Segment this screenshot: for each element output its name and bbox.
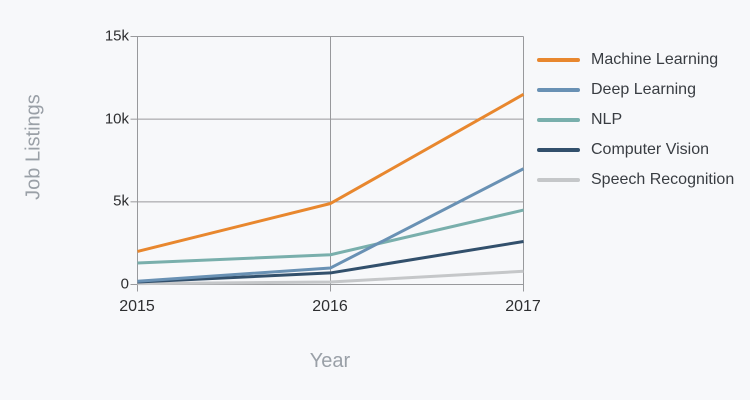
- y-tick-15k: 15k: [104, 27, 129, 45]
- legend-swatch-deep-learning: [537, 88, 580, 92]
- legend-label: Deep Learning: [591, 81, 696, 98]
- y-tick-5k: 5k: [113, 192, 129, 210]
- legend-item-speech-recognition[interactable]: Speech Recognition: [537, 165, 734, 195]
- y-tick-0: 0: [120, 275, 129, 293]
- legend-swatch-computer-vision: [537, 148, 580, 152]
- legend-item-deep-learning[interactable]: Deep Learning: [537, 75, 734, 105]
- legend-label: Computer Vision: [591, 141, 709, 158]
- y-tick-10k: 10k: [104, 110, 129, 128]
- legend-item-machine-learning[interactable]: Machine Learning: [537, 45, 734, 75]
- legend-item-computer-vision[interactable]: Computer Vision: [537, 135, 734, 165]
- legend-label: NLP: [591, 111, 623, 128]
- legend-swatch-speech-recognition: [537, 178, 580, 182]
- legend-label: Machine Learning: [591, 51, 719, 68]
- x-tick-2015: 2015: [119, 298, 155, 315]
- legend-label: Speech Recognition: [591, 171, 735, 188]
- x-tick-2016: 2016: [312, 298, 348, 315]
- x-tick-2017: 2017: [505, 298, 541, 315]
- legend-item-nlp[interactable]: NLP: [537, 105, 734, 135]
- legend-swatch-machine-learning: [537, 58, 580, 62]
- x-axis-title: Year: [309, 350, 351, 372]
- legend: Machine Learning Deep Learning NLP Compu…: [537, 45, 734, 195]
- legend-swatch-nlp: [537, 118, 580, 122]
- y-axis-title: Job Listings: [22, 94, 45, 200]
